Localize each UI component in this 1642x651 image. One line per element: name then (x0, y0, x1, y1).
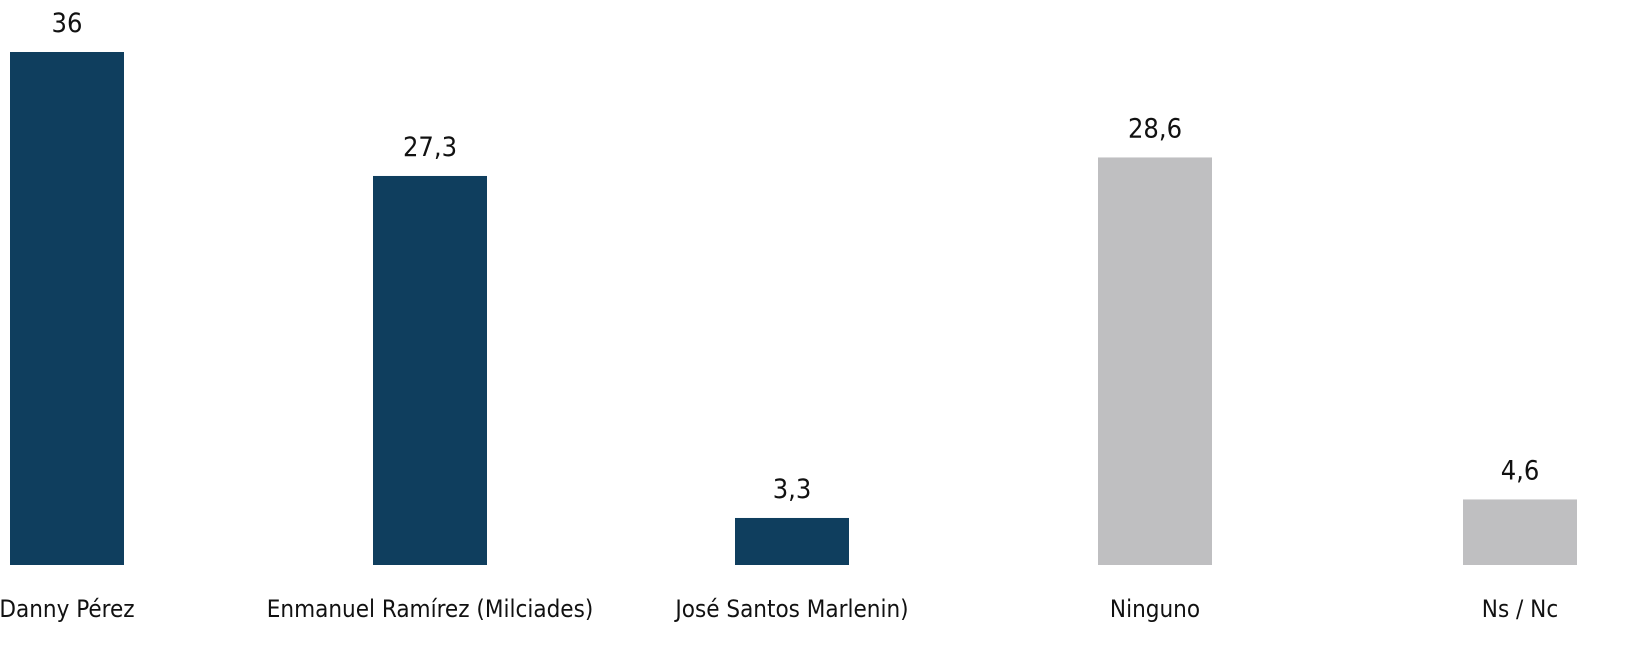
bar-enmanuel-ramirez-milciades (373, 175, 487, 565)
value-label-ns-nc: 4,6 (1501, 455, 1540, 486)
category-label-ninguno: Ninguno (1110, 595, 1200, 623)
category-labels-layer: Danny Pérez Enmanuel Ramírez (Milciades) J… (0, 595, 1558, 623)
value-label-enmanuel-ramirez-milciades: 27,3 (403, 132, 457, 163)
bar-jose-santos-marlenin (735, 517, 849, 565)
value-label-jose-santos-marlenin: 3,3 (773, 474, 812, 505)
bars-layer (10, 52, 1577, 565)
category-label-ns-nc: Ns / Nc (1482, 595, 1558, 623)
bar-ninguno (1098, 157, 1212, 565)
bar-ns-nc (1463, 499, 1577, 565)
category-label-jose-santos-marlenin: José Santos Marlenin) (673, 595, 908, 623)
value-label-danny-perez: 36 (52, 8, 83, 39)
bar-danny-perez (10, 52, 124, 565)
category-label-danny-perez: Danny Pérez (0, 595, 135, 623)
value-label-ninguno: 28,6 (1128, 113, 1182, 144)
category-label-enmanuel-ramirez-milciades: Enmanuel Ramírez (Milciades) (267, 595, 594, 623)
value-labels-layer: 36 27,3 3,3 28,6 4,6 (52, 8, 1540, 505)
